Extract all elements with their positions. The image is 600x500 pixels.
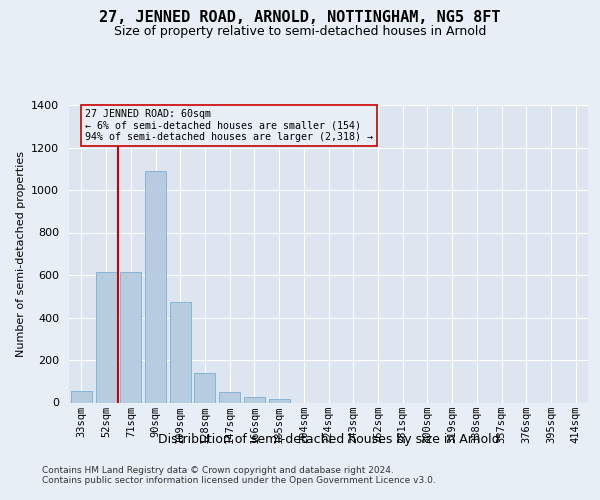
Text: Contains public sector information licensed under the Open Government Licence v3: Contains public sector information licen… <box>42 476 436 485</box>
Bar <box>219 392 240 402</box>
Text: Contains HM Land Registry data © Crown copyright and database right 2024.: Contains HM Land Registry data © Crown c… <box>42 466 394 475</box>
Bar <box>170 302 191 402</box>
Text: 27 JENNED ROAD: 60sqm
← 6% of semi-detached houses are smaller (154)
94% of semi: 27 JENNED ROAD: 60sqm ← 6% of semi-detac… <box>85 110 373 142</box>
Bar <box>145 171 166 402</box>
Bar <box>71 391 92 402</box>
Bar <box>269 400 290 402</box>
Text: Size of property relative to semi-detached houses in Arnold: Size of property relative to semi-detach… <box>114 25 486 38</box>
Bar <box>120 272 141 402</box>
Text: Distribution of semi-detached houses by size in Arnold: Distribution of semi-detached houses by … <box>158 432 500 446</box>
Text: 27, JENNED ROAD, ARNOLD, NOTTINGHAM, NG5 8FT: 27, JENNED ROAD, ARNOLD, NOTTINGHAM, NG5… <box>99 10 501 25</box>
Bar <box>244 397 265 402</box>
Y-axis label: Number of semi-detached properties: Number of semi-detached properties <box>16 151 26 357</box>
Bar <box>95 272 116 402</box>
Bar <box>194 373 215 402</box>
